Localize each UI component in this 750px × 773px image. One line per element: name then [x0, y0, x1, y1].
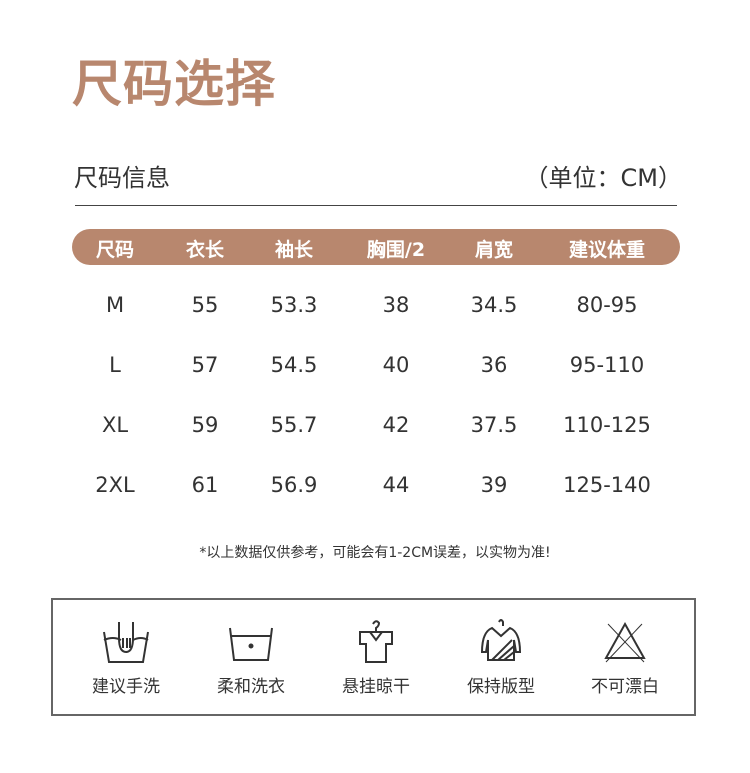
- care-item: 不可漂白: [575, 618, 675, 697]
- table-header: 尺码 衣长 袖长 胸围/2 肩宽 建议体重: [72, 229, 680, 265]
- column-header: 袖长: [274, 239, 314, 261]
- table-cell: M: [105, 293, 125, 317]
- table-cell: 40: [382, 353, 410, 377]
- table-cell: 56.9: [270, 473, 318, 497]
- table-cell: XL: [101, 413, 129, 437]
- column-header: 建议体重: [568, 239, 646, 261]
- table-cell: 38: [382, 293, 410, 317]
- care-instructions: 建议手洗 柔和洗衣 悬挂晾干 保持版型 不可漂白: [51, 598, 696, 716]
- table-cell: 36: [480, 353, 508, 377]
- table-cell: 2XL: [95, 473, 135, 497]
- hang-dry-icon: [359, 620, 393, 663]
- column-header: 肩宽: [474, 239, 514, 261]
- hand-wash-icon: [103, 622, 149, 663]
- keep-shape-icon: [480, 619, 522, 661]
- section-label: 尺码信息: [74, 164, 170, 192]
- unit-label: （单位：CM）: [524, 164, 682, 192]
- column-header: 尺码: [95, 239, 135, 261]
- table-cell: 37.5: [470, 413, 518, 437]
- table-cell: L: [109, 353, 121, 377]
- table-cell: 61: [191, 473, 219, 497]
- care-item: 悬挂晾干: [326, 618, 426, 697]
- divider: [75, 205, 677, 206]
- table-cell: 44: [382, 473, 410, 497]
- table-cell: 110-125: [563, 413, 651, 437]
- care-label: 悬挂晾干: [342, 677, 410, 697]
- table-cell: 39: [480, 473, 508, 497]
- table-cell: 95-110: [569, 353, 645, 377]
- table-cell: 57: [191, 353, 219, 377]
- table-cell: 53.3: [270, 293, 318, 317]
- table-cell: 59: [191, 413, 219, 437]
- page-title: 尺码选择: [72, 55, 276, 113]
- gentle-wash-icon: [229, 627, 273, 661]
- disclaimer-note: *以上数据仅供参考，可能会有1-2CM误差，以实物为准!: [199, 545, 551, 561]
- column-header: 衣长: [185, 239, 225, 261]
- table-cell: 34.5: [470, 293, 518, 317]
- table-cell: 55.7: [270, 413, 318, 437]
- care-label: 保持版型: [467, 677, 535, 697]
- table-cell: 55: [191, 293, 219, 317]
- care-item: 柔和洗衣: [201, 618, 301, 697]
- care-label: 柔和洗衣: [217, 677, 285, 697]
- table-cell: 54.5: [270, 353, 318, 377]
- table-cell: 42: [382, 413, 410, 437]
- care-label: 建议手洗: [92, 677, 160, 697]
- care-label: 不可漂白: [591, 677, 659, 697]
- column-header: 胸围/2: [366, 239, 426, 261]
- no-bleach-icon: [604, 621, 646, 663]
- care-item: 建议手洗: [76, 618, 176, 697]
- table-cell: 80-95: [576, 293, 638, 317]
- table-cell: 125-140: [563, 473, 651, 497]
- care-item: 保持版型: [451, 618, 551, 697]
